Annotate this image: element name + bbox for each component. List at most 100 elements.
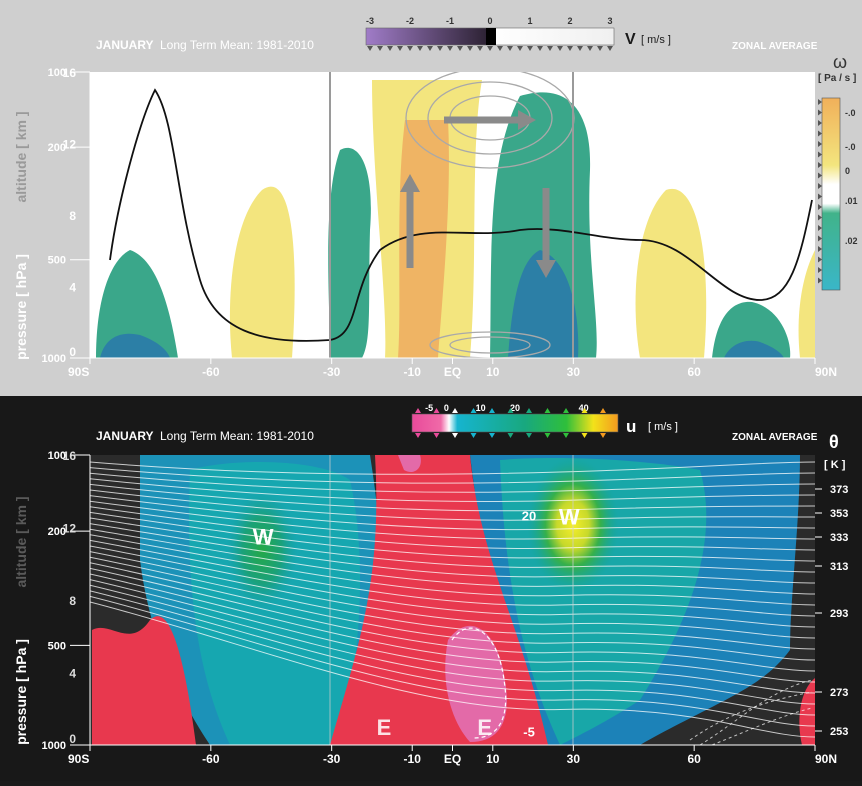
u-easterly-cap (398, 455, 421, 473)
x-tick-label: EQ (444, 365, 461, 379)
omega-legend-tick: .01 (845, 196, 858, 206)
pressure-tick-label: 100 (48, 67, 66, 79)
y-axis-label-altitude: altitude [ km ] (13, 496, 29, 587)
bottom-u-fill (90, 455, 815, 745)
y-axis-label-pressure: pressure [ hPa ] (13, 254, 29, 360)
top-title: JANUARY (96, 38, 154, 52)
theta-tick-label: 373 (830, 484, 848, 496)
omega-region-yellow-s (229, 186, 295, 358)
x-tick-label: 30 (567, 365, 581, 379)
v-legend-unit: [ m/s ] (641, 34, 671, 46)
x-tick-label: 30 (567, 752, 581, 766)
x-tick-label: 10 (486, 752, 500, 766)
y-axis-label-pressure: pressure [ hPa ] (13, 639, 29, 745)
x-tick-label: -30 (323, 365, 341, 379)
pressure-tick-label: 1000 (42, 353, 66, 365)
theta-tick-label: 353 (830, 508, 848, 520)
bottom-subtitle: Long Term Mean: 1981-2010 (160, 429, 314, 443)
altitude-tick-label: 0 (69, 345, 76, 359)
omega-region-yellow-np (798, 250, 815, 358)
pressure-tick-label: 500 (48, 640, 66, 652)
v-legend-tick: 3 (607, 16, 612, 26)
u-easterly-np (799, 678, 815, 745)
bottom-reference-lines (329, 455, 574, 745)
omega-legend-tick: -.0 (845, 142, 856, 152)
annotation-20: 20 (522, 509, 536, 524)
x-tick-label: 90N (815, 752, 837, 766)
u-easterly-sp (92, 616, 196, 745)
theta-legend-variable: θ (829, 432, 839, 452)
bottom-title: JANUARY (96, 429, 154, 443)
u-legend-unit: [ m/s ] (648, 421, 678, 433)
x-tick-label: 90S (68, 365, 89, 379)
v-legend-tick: 1 (527, 16, 532, 26)
altitude-tick-label: 0 (69, 732, 76, 746)
omega-region-green-s (328, 147, 371, 358)
theta-tick-label: 313 (830, 561, 848, 573)
x-tick-label: 90S (68, 752, 89, 766)
omega-region-blue-sp (100, 333, 170, 358)
x-tick-label: EQ (444, 752, 461, 766)
theta-tick-label: 333 (830, 532, 848, 544)
altitude-tick-label: 4 (69, 281, 76, 295)
u-legend-tick: -5 (425, 403, 433, 413)
u-legend-tick: 20 (510, 403, 520, 413)
omega-region-yellow-mid-n (635, 188, 707, 358)
altitude-tick-label: 16 (63, 449, 77, 463)
y-axis-label-altitude: altitude [ km ] (13, 111, 29, 202)
omega-region-blue-n (508, 250, 579, 358)
x-tick-label: -60 (202, 365, 220, 379)
pressure-tick-label: 500 (48, 255, 66, 267)
u-legend: -5 0 10 20 40 u [ m/s ] (411, 403, 678, 438)
altitude-tick-label: 16 (63, 66, 77, 80)
v-legend: -3 -2 -1 0 1 2 3 V [ m/s ] (365, 16, 671, 51)
theta-tick-label: 273 (830, 687, 848, 699)
v-zero-contour (109, 88, 813, 342)
x-tick-label: 60 (687, 365, 701, 379)
top-corner-label: ZONAL AVERAGE (732, 41, 818, 52)
v-legend-tick: 0 (487, 16, 492, 26)
annotation-e: E (377, 715, 392, 740)
x-tick-label: 10 (486, 365, 500, 379)
altitude-tick-label: 12 (63, 522, 77, 536)
omega-legend-variable: ω (833, 52, 847, 72)
u-easterly-strong (445, 625, 507, 742)
top-reference-lines (329, 72, 574, 358)
top-axes: 90S -60 -30 -10 EQ 10 30 60 90N10005002001000481… (13, 66, 837, 379)
altitude-tick-label: 8 (69, 209, 76, 223)
annotation-w: W (559, 505, 580, 530)
pressure-tick-label: 1000 (42, 740, 66, 752)
pressure-tick-label: 200 (48, 142, 66, 154)
v-legend-tick: -1 (446, 16, 454, 26)
v-legend-tick: -2 (406, 16, 414, 26)
x-tick-label: -30 (323, 752, 341, 766)
omega-region-green-np (712, 301, 791, 358)
x-tick-label: -10 (404, 365, 422, 379)
omega-legend-tick: 0 (845, 166, 850, 176)
omega-region-green-sp (96, 250, 178, 358)
altitude-tick-label: 8 (69, 594, 76, 608)
top-omega-fill (96, 72, 815, 358)
x-tick-label: -60 (202, 752, 220, 766)
bottom-axes: 90S -60 -30 -10 EQ 10 30 60 90N10005002001000481… (13, 449, 848, 766)
u-legend-variable: u (626, 417, 636, 436)
top-subtitle: Long Term Mean: 1981-2010 (160, 38, 314, 52)
annotation-minus5: -5 (523, 724, 535, 739)
v-legend-variable: V (625, 31, 636, 48)
theta-legend-unit: [ K ] (824, 459, 846, 471)
omega-legend-unit: [ Pa / s ] (818, 73, 856, 84)
x-tick-label: 60 (687, 752, 701, 766)
u-legend-tick: 40 (579, 403, 589, 413)
bottom-corner-label: ZONAL AVERAGE (732, 432, 818, 443)
altitude-tick-label: 4 (69, 667, 76, 681)
x-tick-label: -10 (404, 752, 422, 766)
omega-legend: ω [ Pa / s ] -.0 -.0 0 .01 .02 (818, 52, 858, 291)
omega-region-blue-np (724, 340, 784, 358)
theta-tick-label: 293 (830, 608, 848, 620)
annotation-e: E (477, 715, 492, 740)
pressure-tick-label: 100 (48, 450, 66, 462)
omega-legend-tick: -.0 (845, 108, 856, 118)
pressure-tick-label: 200 (48, 526, 66, 538)
